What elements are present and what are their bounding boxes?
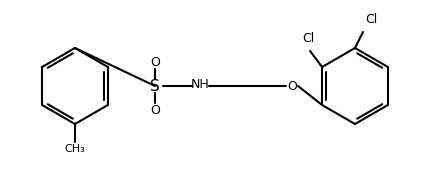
Text: O: O	[150, 104, 160, 116]
Text: S: S	[150, 78, 160, 94]
Text: O: O	[287, 79, 297, 93]
Text: Cl: Cl	[302, 32, 314, 45]
Text: CH₃: CH₃	[65, 144, 85, 154]
Text: O: O	[150, 56, 160, 68]
Text: NH: NH	[190, 78, 209, 90]
Text: Cl: Cl	[365, 13, 377, 26]
